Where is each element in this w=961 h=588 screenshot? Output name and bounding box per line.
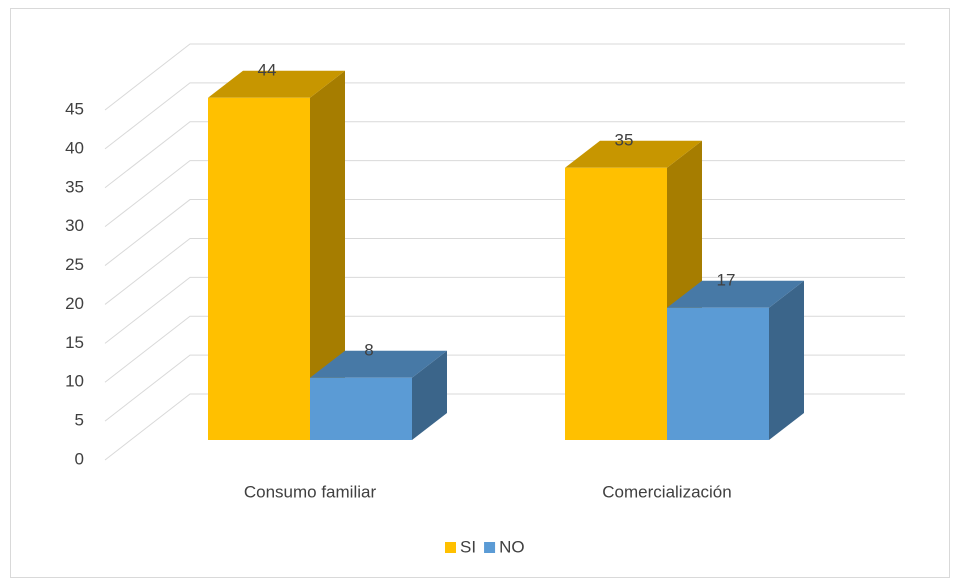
bar-front bbox=[667, 307, 769, 440]
legend-label: SI bbox=[460, 537, 476, 556]
bar bbox=[310, 350, 447, 440]
y-tick-label: 35 bbox=[65, 177, 84, 196]
y-tick-label: 0 bbox=[75, 449, 84, 468]
bar-top bbox=[208, 70, 345, 98]
grid-line bbox=[104, 82, 905, 150]
legend-label: NO bbox=[499, 537, 525, 556]
chart-border bbox=[10, 8, 950, 578]
data-label: 8 bbox=[364, 340, 373, 359]
grid-line bbox=[104, 121, 905, 189]
y-tick-label: 5 bbox=[75, 411, 84, 430]
data-label: 44 bbox=[258, 60, 277, 79]
bar-top bbox=[565, 140, 702, 168]
x-tick-label: Consumo familiar bbox=[244, 482, 377, 501]
legend-swatch bbox=[445, 542, 456, 553]
y-tick-label: 15 bbox=[65, 333, 84, 352]
grid-line bbox=[104, 43, 905, 111]
legend-swatch bbox=[484, 542, 496, 553]
data-label: 35 bbox=[615, 130, 634, 149]
y-tick-label: 30 bbox=[65, 216, 84, 235]
data-label: 17 bbox=[717, 270, 736, 289]
bar-front bbox=[310, 377, 412, 440]
x-tick-label: Comercialización bbox=[602, 482, 731, 501]
bar-side bbox=[769, 280, 804, 440]
bar-side bbox=[412, 350, 447, 440]
bar-front bbox=[208, 97, 310, 441]
bar-top bbox=[667, 280, 804, 308]
bar-top bbox=[310, 350, 447, 378]
bar bbox=[667, 280, 804, 440]
y-tick-label: 25 bbox=[65, 255, 84, 274]
bar bbox=[208, 70, 345, 441]
bar-front bbox=[565, 167, 667, 440]
y-tick-label: 10 bbox=[65, 372, 84, 391]
y-tick-label: 40 bbox=[65, 138, 84, 157]
y-tick-label: 20 bbox=[65, 294, 84, 313]
y-tick-label: 45 bbox=[65, 99, 84, 118]
bar-side bbox=[310, 70, 345, 441]
